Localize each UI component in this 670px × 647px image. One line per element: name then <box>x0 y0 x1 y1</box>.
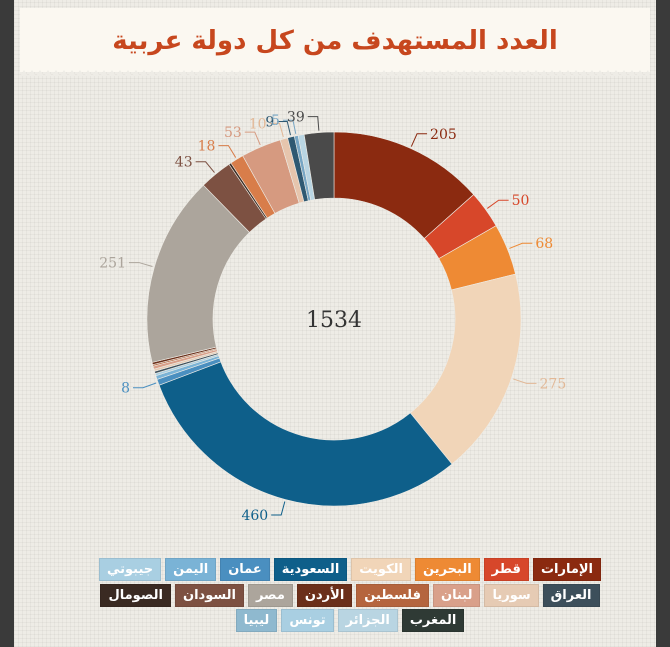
legend-chip: الإمارات <box>532 558 602 581</box>
label-leader-line <box>277 120 291 136</box>
chart-title: العدد المستهدف من كل دولة عربية <box>112 26 558 56</box>
infographic-frame: العدد المستهدف من كل دولة عربية 205 50 68 2… <box>14 0 656 647</box>
legend-chip: الصومال <box>100 584 171 607</box>
label-leader-line <box>128 262 153 267</box>
data-label: 68 <box>535 236 553 252</box>
label-leader-line <box>271 501 286 516</box>
label-leader-line <box>307 116 320 131</box>
data-label: 275 <box>540 376 567 392</box>
data-label: 18 <box>198 139 216 155</box>
legend-row-3: المغرب الجزائر تونس ليبيا <box>94 609 606 632</box>
label-leader-line <box>410 133 428 147</box>
legend-row-2: العراق سوريا لبنان فلسطين الأردن مصر السودان ال… <box>94 584 606 607</box>
legend-chip: الأردن <box>296 584 353 607</box>
data-label: 460 <box>241 508 268 524</box>
donut-slice <box>158 361 453 507</box>
data-label: 50 <box>512 193 530 209</box>
legend-chip: فلسطين <box>356 584 429 607</box>
label-leader-line <box>509 242 533 249</box>
total-label: 1534 <box>306 308 362 333</box>
legend-chip: السعودية <box>273 558 348 581</box>
label-leader-line <box>486 199 509 209</box>
data-label: 251 <box>99 256 126 272</box>
label-leader-line <box>513 378 537 384</box>
legend-row-1: الإمارات قطر البحرين الكويت السعودية عمان اليم… <box>94 558 606 581</box>
banner-zigzag <box>20 70 650 76</box>
label-leader-line <box>244 131 261 146</box>
data-label: 8 <box>121 381 130 397</box>
data-label: 205 <box>430 127 457 143</box>
legend-chip: اليمن <box>165 558 217 581</box>
data-label: 53 <box>224 125 242 141</box>
data-label: 10 <box>249 116 267 132</box>
legend-chip: الجزائر <box>337 609 398 632</box>
legend-chip: عمان <box>220 558 270 581</box>
label-leader-line <box>218 145 237 158</box>
legend-chip: قطر <box>483 558 529 581</box>
label-leader-line <box>195 161 215 173</box>
legend-chip: سوريا <box>484 584 539 607</box>
title-banner: العدد المستهدف من كل دولة عربية <box>20 8 650 76</box>
legend-chip: المغرب <box>401 609 465 632</box>
legend-chip: البحرين <box>414 558 480 581</box>
label-leader-line <box>132 382 157 389</box>
data-label: 39 <box>287 110 305 126</box>
legend-chip: تونس <box>281 609 334 632</box>
legend-chip: مصر <box>247 584 293 607</box>
data-label: 5 <box>271 113 280 129</box>
label-leader-line <box>282 119 297 135</box>
donut-slice <box>303 131 335 200</box>
legend-chip: لبنان <box>433 584 481 607</box>
legend-chip: السودان <box>174 584 244 607</box>
data-label: 9 <box>265 114 274 130</box>
legend-chip: العراق <box>542 584 600 607</box>
legend-chip: جيبوتي <box>98 558 162 581</box>
legend-chip: ليبيا <box>235 609 278 632</box>
data-label: 43 <box>175 155 193 171</box>
label-leader-line <box>269 122 284 138</box>
legend-chip: الكويت <box>351 558 411 581</box>
